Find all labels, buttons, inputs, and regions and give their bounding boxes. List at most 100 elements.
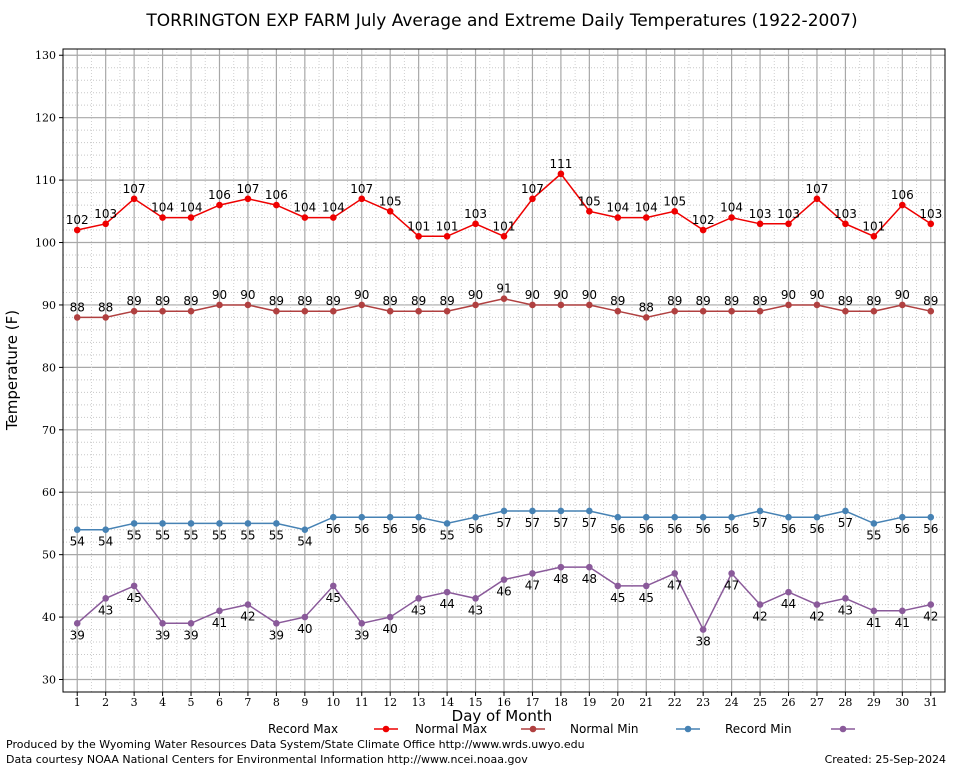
normal-min-data-label: 54: [98, 535, 113, 549]
record-min-point: [159, 620, 166, 627]
normal-min-data-label: 57: [838, 516, 853, 530]
normal-max-point: [842, 307, 849, 315]
record-min-data-label: 45: [639, 591, 654, 605]
record-max-data-label: 107: [236, 182, 259, 196]
record-max-point: [73, 226, 81, 234]
normal-min-data-label: 55: [212, 528, 227, 542]
normal-min-data-label: 56: [383, 522, 398, 536]
x-tick-label: 7: [244, 696, 251, 709]
record-min-point: [870, 607, 878, 615]
normal-max-point: [699, 307, 707, 315]
record-min-point: [899, 607, 906, 615]
record-max-point: [301, 214, 309, 221]
record-min-point: [642, 582, 650, 590]
record-max-point: [472, 220, 479, 228]
legend-label-normal-min: Normal Min: [570, 722, 639, 736]
normal-min-point: [699, 513, 707, 521]
record-min-data-label: 45: [326, 591, 341, 605]
record-max-data-label: 104: [606, 201, 629, 215]
normal-max-point: [329, 307, 337, 315]
normal-max-point: [187, 307, 195, 315]
x-tick-label: 22: [668, 696, 682, 709]
record-max-data-label: 106: [208, 188, 231, 202]
record-min-data-label: 43: [468, 603, 483, 617]
normal-min-data-label: 55: [155, 528, 170, 542]
normal-min-data-label: 55: [126, 528, 141, 542]
normal-max-data-label: 89: [838, 294, 853, 308]
normal-min-point: [130, 520, 138, 527]
normal-max-point: [216, 301, 223, 309]
normal-min-point: [159, 520, 166, 527]
normal-max-data-label: 89: [439, 294, 454, 308]
record-max-data-label: 105: [663, 194, 686, 208]
normal-max-point: [586, 301, 593, 309]
normal-max-point: [159, 307, 166, 315]
normal-min-data-label: 55: [183, 528, 198, 542]
x-tick-label: 13: [412, 696, 426, 709]
normal-max-point: [73, 314, 81, 321]
x-tick-label: 24: [725, 696, 739, 709]
normal-min-data-label: 56: [724, 522, 739, 536]
record-min-point: [557, 563, 565, 571]
record-min-point: [329, 582, 337, 590]
record-min-point: [671, 570, 679, 577]
record-min-data-label: 41: [895, 616, 910, 630]
normal-max-data-label: 90: [809, 288, 824, 302]
record-max-point: [187, 214, 195, 221]
legend-item-normal-min: Normal Min: [570, 722, 700, 736]
normal-min-data-label: 57: [496, 516, 511, 530]
normal-min-data-label: 56: [696, 522, 711, 536]
normal-max-point: [472, 301, 479, 309]
record-min-point: [130, 582, 138, 590]
normal-max-data-label: 90: [212, 288, 227, 302]
normal-max-data-label: 89: [326, 294, 341, 308]
normal-min-data-label: 54: [297, 535, 312, 549]
normal-min-data-label: 56: [809, 522, 824, 536]
normal-min-point: [244, 520, 252, 527]
record-min-data-label: 40: [297, 622, 312, 636]
x-tick-label: 5: [188, 696, 195, 709]
record-max-point: [728, 214, 735, 221]
record-max-point: [216, 201, 223, 209]
x-tick-label: 11: [355, 696, 369, 709]
normal-min-point: [529, 507, 536, 515]
footer-credit-noaa: Data courtesy NOAA National Centers for …: [6, 753, 528, 766]
normal-max-data-label: 89: [383, 294, 398, 308]
record-min-data-label: 44: [781, 597, 796, 611]
record-min-data-label: 47: [724, 578, 739, 592]
normal-max-point: [870, 307, 878, 315]
normal-max-point: [557, 301, 565, 309]
record-max-point: [927, 220, 935, 228]
legend-label-normal-max: Normal Max: [415, 722, 487, 736]
normal-min-point: [443, 520, 451, 527]
normal-min-data-label: 56: [781, 522, 796, 536]
record-min-data-label: 45: [610, 591, 625, 605]
data-label-layer: 102 103 107 104 104 106 107 106 104 104 107 105 101 1…: [66, 157, 942, 649]
record-max-point: [102, 220, 109, 228]
record-max-data-label: 107: [123, 182, 146, 196]
normal-max-data-label: 89: [411, 294, 426, 308]
normal-min-point: [642, 513, 650, 521]
record-min-point: [813, 601, 821, 608]
normal-min-point: [756, 507, 764, 515]
normal-max-data-label: 89: [155, 294, 170, 308]
normal-min-data-label: 55: [240, 528, 255, 542]
normal-max-data-label: 88: [70, 300, 85, 314]
record-min-point: [73, 620, 81, 627]
normal-min-point: [102, 526, 109, 533]
normal-max-data-label: 90: [240, 288, 255, 302]
x-tick-label: 15: [469, 696, 483, 709]
record-min-data-label: 39: [70, 628, 85, 642]
record-min-point: [386, 613, 394, 621]
y-tick-label: 100: [35, 237, 56, 250]
x-tick-label: 3: [131, 696, 138, 709]
record-max-data-label: 103: [749, 207, 772, 221]
record-min-data-label: 39: [183, 628, 198, 642]
record-max-point: [870, 232, 878, 240]
normal-max-data-label: 88: [639, 300, 654, 314]
normal-max-point: [130, 307, 138, 315]
record-min-data-label: 43: [411, 603, 426, 617]
x-tick-label: 30: [895, 696, 909, 709]
record-max-point: [813, 195, 821, 203]
